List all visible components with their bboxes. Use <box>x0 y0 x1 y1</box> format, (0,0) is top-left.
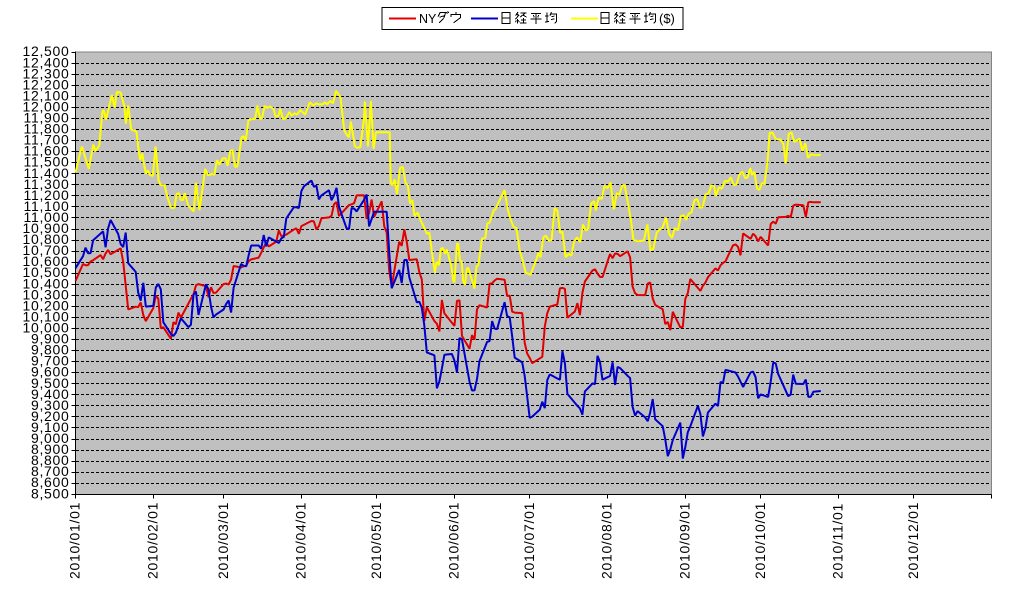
svg-text:9,500: 9,500 <box>31 375 70 391</box>
svg-text:8,600: 8,600 <box>31 474 70 490</box>
svg-text:9,400: 9,400 <box>31 386 70 402</box>
svg-text:8,700: 8,700 <box>31 463 70 479</box>
svg-text:2010/07/01: 2010/07/01 <box>521 502 537 579</box>
svg-text:9,700: 9,700 <box>31 353 70 369</box>
svg-text:2010/08/01: 2010/08/01 <box>599 502 615 579</box>
svg-text:11,200: 11,200 <box>24 187 70 203</box>
svg-text:9,600: 9,600 <box>31 364 70 380</box>
svg-text:2010/12/01: 2010/12/01 <box>905 502 921 579</box>
svg-text:10,500: 10,500 <box>22 264 69 280</box>
svg-text:9,200: 9,200 <box>31 408 70 424</box>
svg-text:9,000: 9,000 <box>31 430 70 446</box>
svg-text:10,100: 10,100 <box>22 309 69 325</box>
svg-text:11,600: 11,600 <box>24 143 70 159</box>
svg-text:12,200: 12,200 <box>22 76 69 92</box>
svg-text:10,900: 10,900 <box>22 220 69 236</box>
svg-text:10,600: 10,600 <box>22 253 69 269</box>
svg-text:11,700: 11,700 <box>24 132 70 148</box>
svg-text:11,000: 11,000 <box>24 209 70 225</box>
svg-text:11,500: 11,500 <box>24 154 70 170</box>
svg-text:10,300: 10,300 <box>22 286 69 302</box>
svg-text:12,400: 12,400 <box>22 54 69 70</box>
svg-text:9,300: 9,300 <box>31 397 70 413</box>
svg-text:11,400: 11,400 <box>24 165 70 181</box>
svg-text:10,000: 10,000 <box>22 320 69 336</box>
svg-text:8,500: 8,500 <box>31 485 70 501</box>
svg-text:($): ($) <box>659 11 675 26</box>
svg-text:NY: NY <box>419 12 437 26</box>
svg-text:10,400: 10,400 <box>22 275 69 291</box>
svg-text:2010/03/01: 2010/03/01 <box>215 502 231 579</box>
svg-text:12,300: 12,300 <box>22 65 69 81</box>
svg-text:8,900: 8,900 <box>31 441 70 457</box>
svg-text:9,900: 9,900 <box>31 331 70 347</box>
svg-text:10,700: 10,700 <box>22 242 69 258</box>
svg-text:12,100: 12,100 <box>22 87 69 103</box>
svg-text:12,000: 12,000 <box>22 99 69 115</box>
svg-text:2010/11/01: 2010/11/01 <box>830 503 846 579</box>
svg-text:12,500: 12,500 <box>22 43 69 59</box>
svg-text:2010/09/01: 2010/09/01 <box>677 502 693 579</box>
svg-text:11,300: 11,300 <box>24 176 70 192</box>
svg-text:2010/06/01: 2010/06/01 <box>446 502 462 579</box>
svg-text:2010/01/01: 2010/01/01 <box>67 502 83 579</box>
svg-text:8,800: 8,800 <box>31 452 70 468</box>
svg-text:11,900: 11,900 <box>24 110 70 126</box>
svg-text:2010/05/01: 2010/05/01 <box>368 502 384 579</box>
svg-text:11,800: 11,800 <box>24 121 70 137</box>
svg-text:11,100: 11,100 <box>24 198 70 214</box>
svg-text:9,100: 9,100 <box>31 419 70 435</box>
svg-text:9,800: 9,800 <box>31 342 70 358</box>
svg-text:2010/10/01: 2010/10/01 <box>752 502 768 579</box>
svg-text:10,800: 10,800 <box>22 231 69 247</box>
svg-text:2010/02/01: 2010/02/01 <box>145 502 161 579</box>
svg-text:2010/04/01: 2010/04/01 <box>293 502 309 579</box>
svg-text:10,200: 10,200 <box>22 297 69 313</box>
